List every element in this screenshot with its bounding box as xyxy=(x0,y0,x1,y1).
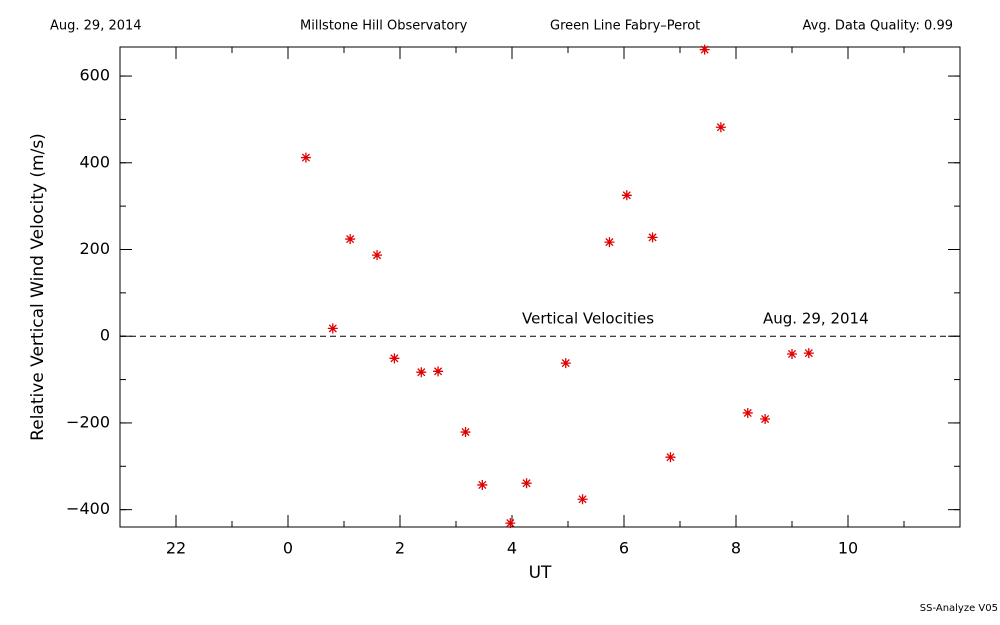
data-point xyxy=(787,348,797,359)
x-tick-label: 8 xyxy=(731,539,741,558)
data-point xyxy=(760,414,771,425)
data-point xyxy=(300,152,311,163)
data-point xyxy=(505,518,516,529)
annotation: Vertical Velocities xyxy=(522,310,654,328)
y-tick-label: 400 xyxy=(79,152,110,171)
data-point xyxy=(477,479,488,490)
header-instrument: Green Line Fabry–Perot xyxy=(550,19,700,34)
data-point xyxy=(699,44,710,55)
footer: SS-Analyze V05 xyxy=(920,603,998,614)
header-site: Millstone Hill Observatory xyxy=(300,19,468,34)
data-point xyxy=(715,122,726,133)
data-point xyxy=(742,407,753,418)
data-point xyxy=(621,190,632,201)
x-tick-label: 10 xyxy=(838,539,858,558)
annotation: Aug. 29, 2014 xyxy=(763,310,869,328)
data-point xyxy=(604,237,615,248)
y-tick-label: 600 xyxy=(79,66,110,85)
x-tick-label: 0 xyxy=(283,539,293,558)
data-point xyxy=(327,323,338,334)
y-tick-label: 0 xyxy=(100,326,110,345)
y-tick-label: −400 xyxy=(66,499,110,518)
data-point xyxy=(460,427,471,438)
data-point xyxy=(433,366,444,377)
data-point xyxy=(577,494,588,505)
header-quality: Avg. Data Quality: 0.99 xyxy=(803,19,953,34)
header-date: Aug. 29, 2014 xyxy=(50,19,142,34)
data-point xyxy=(665,452,676,463)
y-axis-label: Relative Vertical Wind Velocity (m/s) xyxy=(28,133,48,441)
data-point xyxy=(416,367,427,378)
data-point xyxy=(521,478,532,489)
data-point xyxy=(389,353,400,364)
data-point xyxy=(647,232,658,243)
data-point xyxy=(560,358,571,369)
data-point xyxy=(345,234,356,245)
data-point xyxy=(372,250,383,261)
y-tick-label: 200 xyxy=(79,239,110,258)
plot-frame xyxy=(119,46,961,528)
x-tick-label: 2 xyxy=(395,539,405,558)
data-point xyxy=(803,348,814,359)
x-tick-label: 22 xyxy=(166,539,186,558)
y-tick-label: −200 xyxy=(66,412,110,431)
x-axis-label: UT xyxy=(529,563,552,583)
x-tick-label: 4 xyxy=(507,539,517,558)
x-tick-label: 6 xyxy=(619,539,629,558)
